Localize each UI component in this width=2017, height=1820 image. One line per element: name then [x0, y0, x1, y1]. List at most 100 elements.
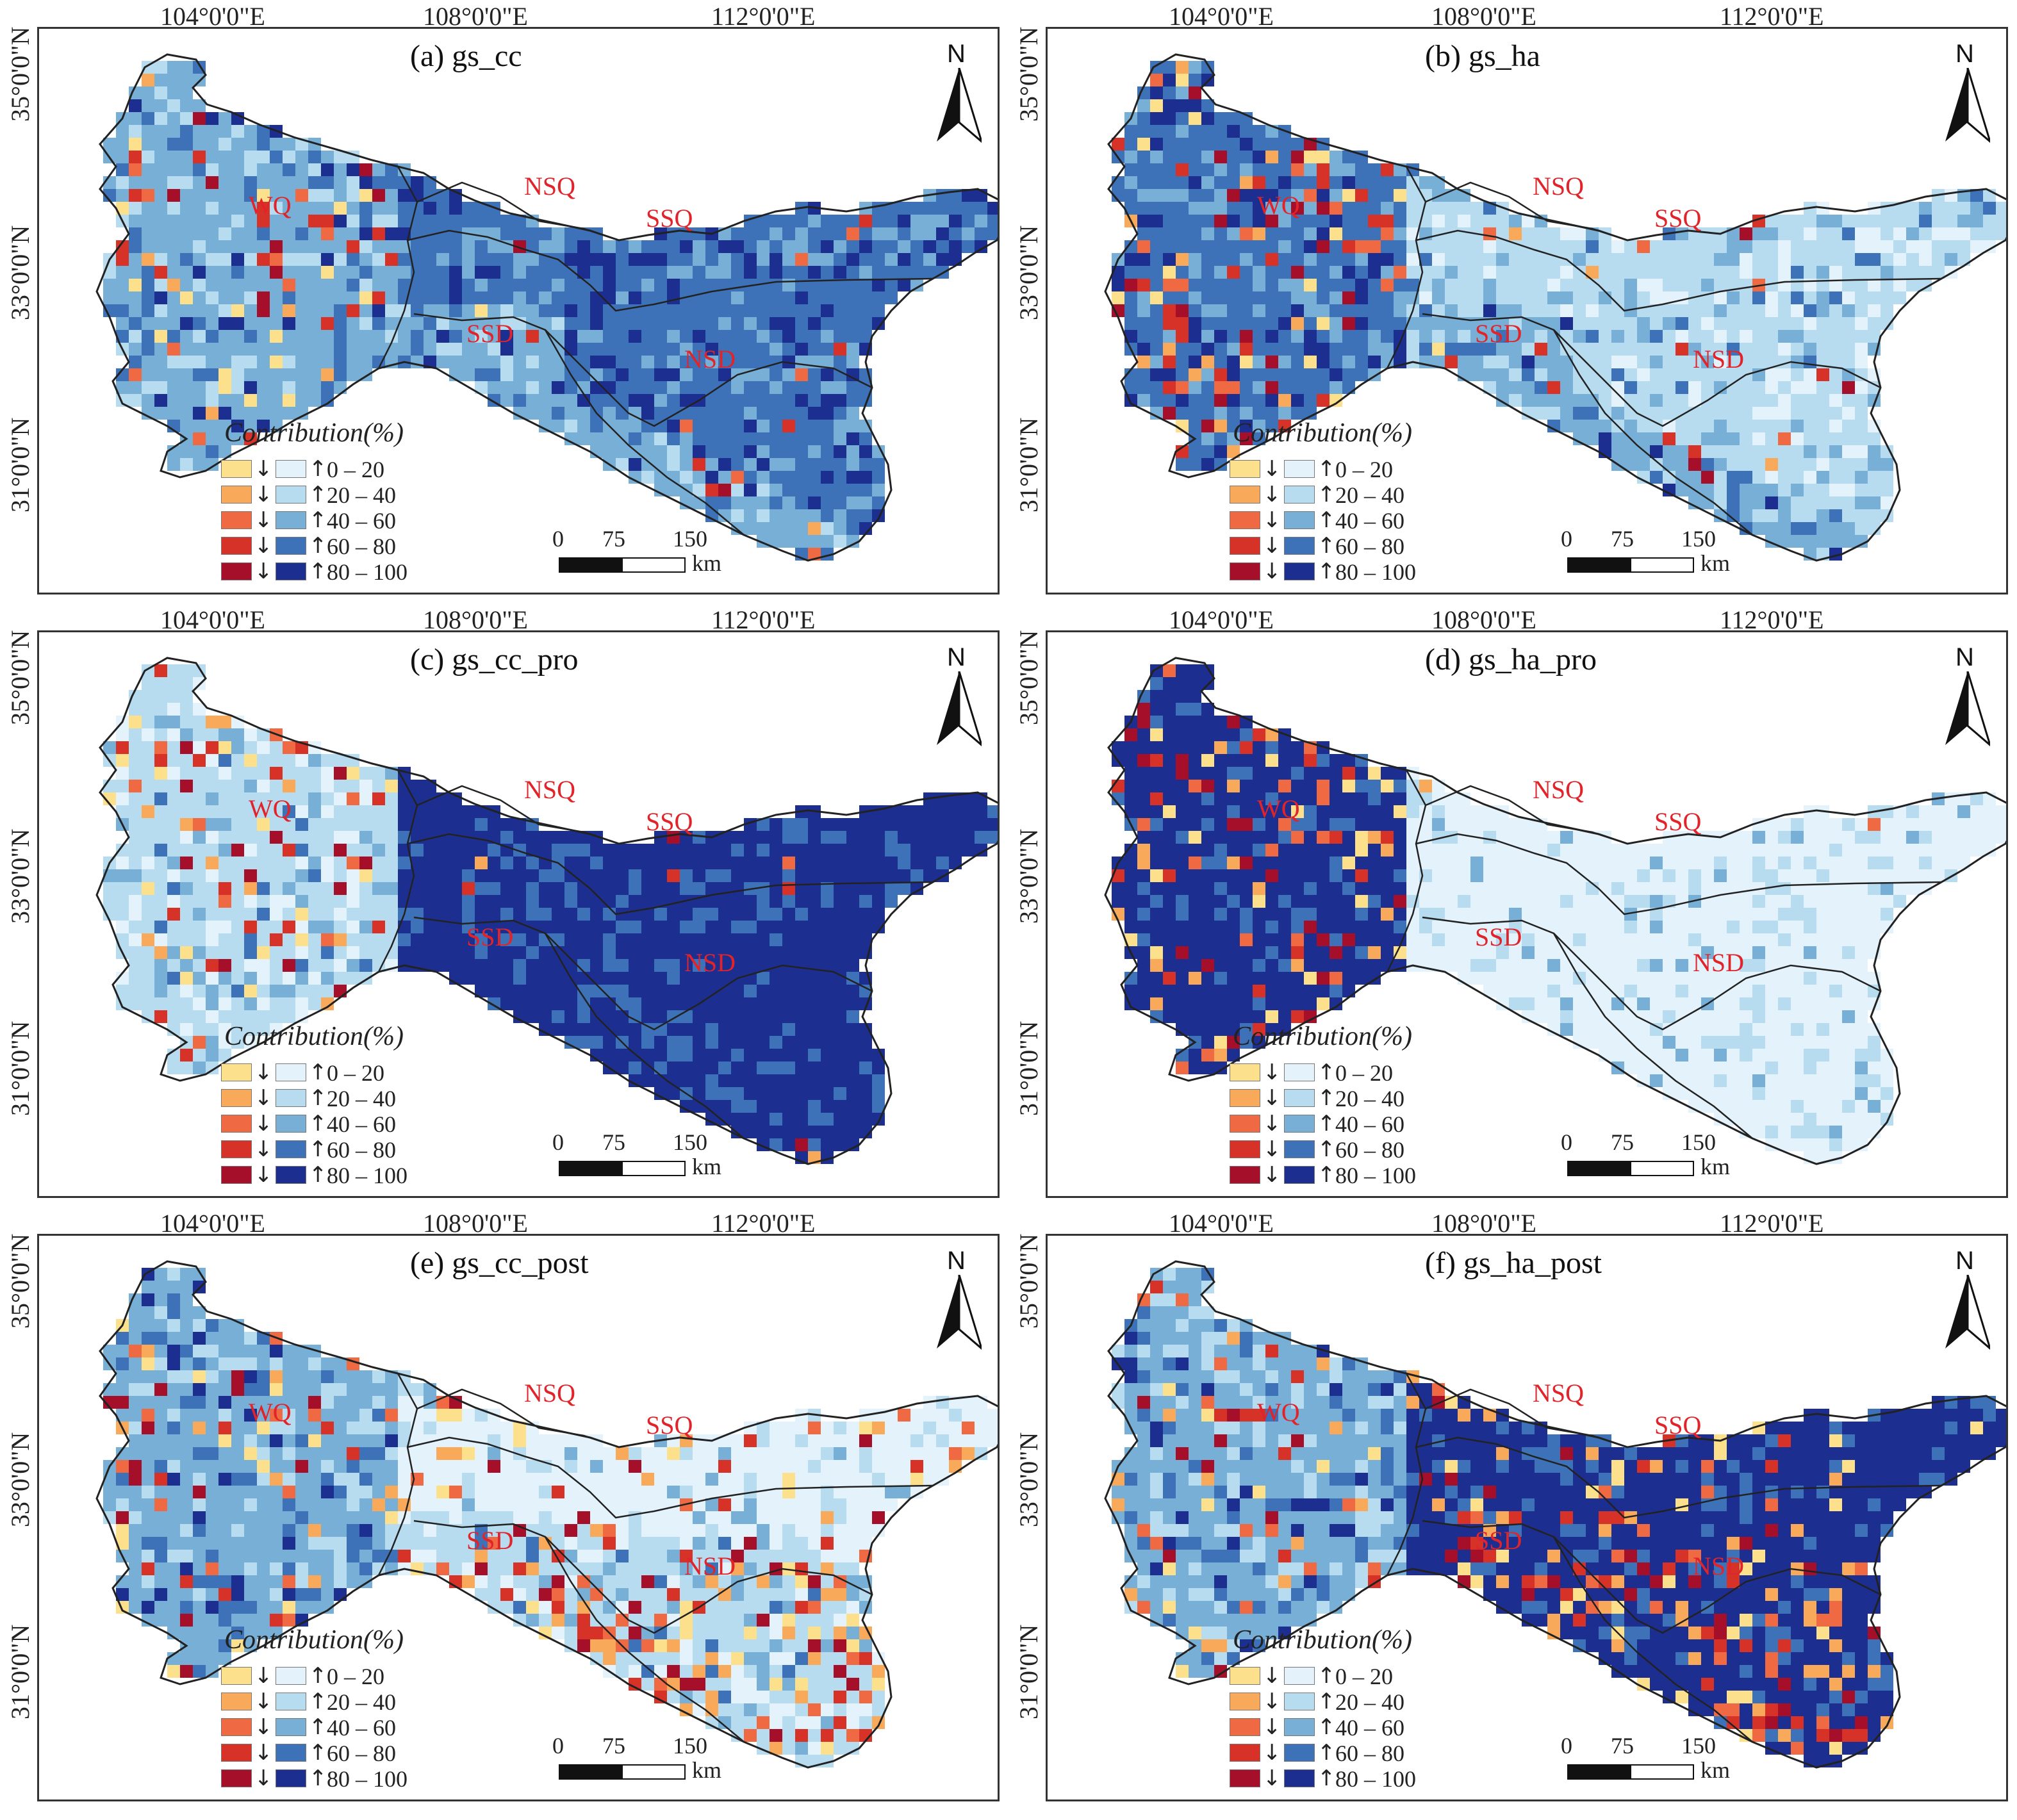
raster-cell: [1701, 304, 1714, 317]
raster-cell: [1829, 317, 1842, 330]
raster-cell: [1740, 484, 1752, 496]
raster-cell: [180, 831, 193, 844]
raster-cell: [372, 227, 385, 240]
raster-cell: [667, 484, 680, 496]
raster-cell: [1214, 356, 1227, 368]
raster-cell: [757, 959, 770, 972]
raster-cell: [1406, 202, 1419, 215]
raster-cell: [1560, 317, 1573, 330]
raster-cell: [731, 496, 744, 509]
raster-cell: [321, 279, 334, 291]
raster-cell: [1137, 176, 1150, 189]
raster-cell: [718, 445, 731, 458]
region-boundary: [1415, 229, 1942, 312]
raster-cell: [1137, 844, 1150, 857]
raster-cell: [1265, 138, 1278, 151]
raster-cell: [231, 240, 244, 253]
raster-cell: [1611, 356, 1624, 368]
raster-cell: [795, 227, 808, 240]
raster-cell: [1496, 227, 1509, 240]
raster-cell: [1458, 215, 1470, 227]
raster-cell: [1253, 933, 1265, 946]
raster-cell: [1470, 368, 1483, 381]
raster-cell: [910, 279, 923, 291]
raster-cell: [1189, 741, 1201, 754]
raster-cell: [667, 908, 680, 921]
raster-cell: [846, 857, 859, 869]
raster-cell: [949, 831, 962, 844]
raster-cell: [1804, 317, 1816, 330]
raster-cell: [449, 189, 462, 202]
raster-cell: [167, 869, 180, 882]
raster-cell: [1342, 202, 1355, 215]
raster-cell: [193, 253, 206, 266]
raster-cell: [1855, 317, 1868, 330]
raster-cell: [667, 1087, 680, 1100]
raster-cell: [564, 831, 577, 844]
raster-cell: [321, 857, 334, 869]
raster-cell: [1650, 882, 1663, 895]
raster-cell: [821, 921, 834, 933]
region-boundary: [1425, 181, 1628, 242]
raster-cell: [257, 1010, 270, 1023]
raster-cell: [1253, 420, 1265, 432]
raster-cell: [808, 1074, 821, 1087]
down-arrow-icon: ↓: [254, 1085, 273, 1111]
raster-cell: [1150, 869, 1163, 882]
raster-cell: [1868, 317, 1881, 330]
raster-cell: [295, 831, 308, 844]
raster-cell: [693, 240, 705, 253]
raster-cell: [1842, 253, 1855, 266]
raster-cell: [142, 677, 154, 690]
raster-cell: [500, 985, 513, 997]
raster-cell: [603, 445, 616, 458]
raster-cell: [1509, 343, 1522, 356]
raster-cell: [718, 1113, 731, 1126]
raster-cell: [667, 240, 680, 253]
raster-cell: [1714, 471, 1727, 484]
raster-cell: [142, 895, 154, 908]
raster-cell: [757, 882, 770, 895]
raster-cell: [1496, 857, 1509, 869]
raster-cell: [462, 279, 475, 291]
raster-cell: [616, 1010, 629, 1023]
raster-cell: [1881, 202, 1893, 215]
raster-cell: [782, 1074, 795, 1087]
raster-cell: [1804, 381, 1816, 394]
raster-cell: [846, 343, 859, 356]
raster-cell: [154, 189, 167, 202]
raster-cell: [1906, 253, 1919, 266]
raster-cell: [449, 959, 462, 972]
raster-cell: [1483, 895, 1496, 908]
raster-cell: [142, 407, 154, 420]
raster-cell: [693, 458, 705, 471]
raster-cell: [885, 279, 898, 291]
raster-cell: [1201, 882, 1214, 895]
raster-cell: [1381, 330, 1394, 343]
raster-cell: [142, 86, 154, 99]
raster-cell: [1765, 484, 1778, 496]
raster-cell: [1675, 471, 1688, 484]
raster-cell: [1137, 99, 1150, 112]
raster-cell: [667, 1023, 680, 1036]
raster-cell: [757, 1100, 770, 1113]
raster-cell: [1560, 895, 1573, 908]
raster-cell: [154, 176, 167, 189]
raster-cell: [795, 1010, 808, 1023]
raster-cell: [1419, 844, 1432, 857]
raster-cell: [167, 754, 180, 767]
raster-cell: [1650, 921, 1663, 933]
raster-cell: [1253, 291, 1265, 304]
raster-cell: [1688, 882, 1701, 895]
down-arrow-icon: ↓: [1263, 456, 1281, 482]
raster-cell: [539, 921, 552, 933]
raster-cell: [962, 831, 975, 844]
raster-cell: [975, 831, 987, 844]
raster-cell: [167, 921, 180, 933]
raster-cell: [564, 381, 577, 394]
raster-cell: [1637, 253, 1650, 266]
map-panel-c: 104°0'0"E 108°0'0"E 112°0'0"E 35°0'0"N 33°0'…: [0, 603, 1008, 1207]
raster-cell: [898, 818, 910, 831]
raster-cell: [898, 882, 910, 895]
raster-cell: [1906, 215, 1919, 227]
